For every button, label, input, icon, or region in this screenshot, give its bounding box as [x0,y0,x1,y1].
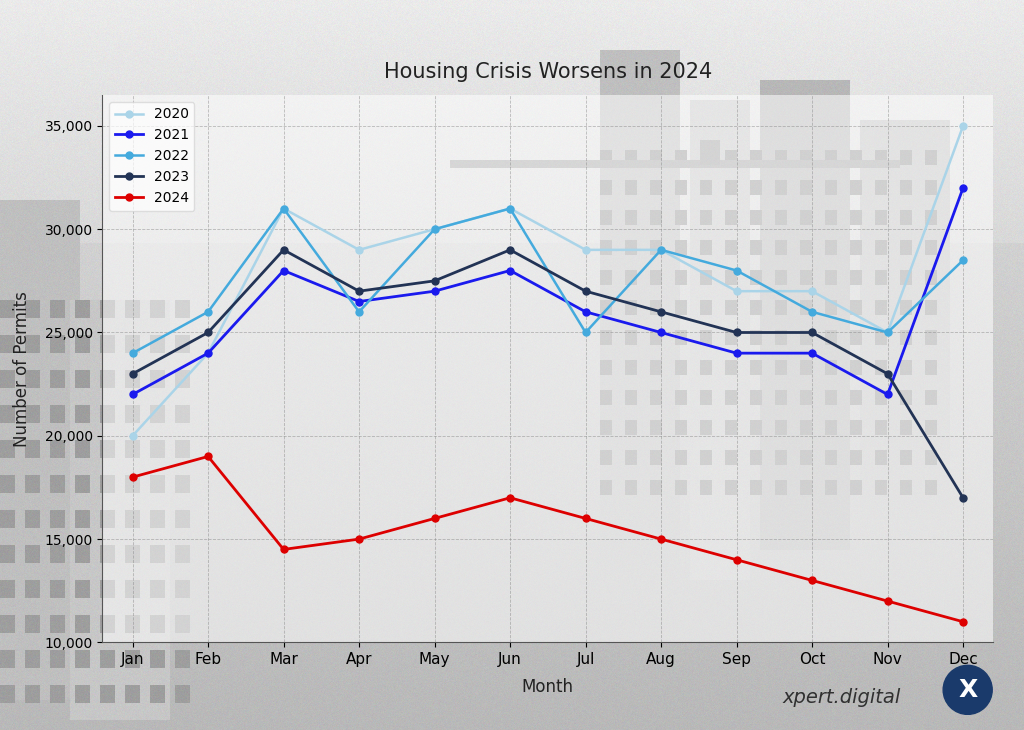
2023 [655,307,668,316]
2022 [806,307,818,316]
Line: 2024: 2024 [129,453,967,625]
2021 [504,266,516,275]
2024 [278,545,290,554]
2023 [730,328,742,337]
Circle shape [943,665,992,715]
2020 [126,431,138,440]
2020 [580,245,592,254]
2020 [957,121,970,130]
2022 [202,307,214,316]
2024 [126,473,138,482]
2021 [428,287,440,296]
2020 [278,204,290,213]
2021 [202,349,214,358]
Line: 2023: 2023 [129,247,967,502]
2024 [730,556,742,564]
2020 [882,328,894,337]
2023 [882,369,894,378]
2021 [882,390,894,399]
2021 [353,297,366,306]
2024 [957,618,970,626]
2022 [353,307,366,316]
2023 [806,328,818,337]
2022 [655,245,668,254]
Y-axis label: Number of Permits: Number of Permits [12,291,31,447]
2020 [353,245,366,254]
2022 [957,255,970,264]
2023 [278,245,290,254]
2023 [428,277,440,285]
2023 [202,328,214,337]
Line: 2022: 2022 [129,205,967,357]
2022 [428,225,440,234]
2022 [580,328,592,337]
2021 [957,183,970,192]
2022 [278,204,290,213]
2021 [730,349,742,358]
Line: 2020: 2020 [129,123,967,439]
2021 [278,266,290,275]
2023 [504,245,516,254]
2024 [504,493,516,502]
Text: X: X [958,678,977,702]
2024 [580,514,592,523]
2024 [655,534,668,543]
2023 [580,287,592,296]
2021 [806,349,818,358]
2021 [580,307,592,316]
X-axis label: Month: Month [522,678,573,696]
2022 [730,266,742,275]
2021 [126,390,138,399]
2020 [428,225,440,234]
Title: Housing Crisis Worsens in 2024: Housing Crisis Worsens in 2024 [384,62,712,82]
2024 [202,452,214,461]
2020 [202,349,214,358]
2020 [806,287,818,296]
2022 [504,204,516,213]
2020 [655,245,668,254]
2024 [882,596,894,605]
2023 [957,493,970,502]
Line: 2021: 2021 [129,185,967,398]
2021 [655,328,668,337]
2024 [428,514,440,523]
2022 [126,349,138,358]
Legend: 2020, 2021, 2022, 2023, 2024: 2020, 2021, 2022, 2023, 2024 [110,102,195,211]
Text: xpert.digital: xpert.digital [783,688,901,707]
2020 [504,204,516,213]
2022 [882,328,894,337]
2020 [730,287,742,296]
2024 [353,534,366,543]
2023 [353,287,366,296]
2024 [806,576,818,585]
2023 [126,369,138,378]
